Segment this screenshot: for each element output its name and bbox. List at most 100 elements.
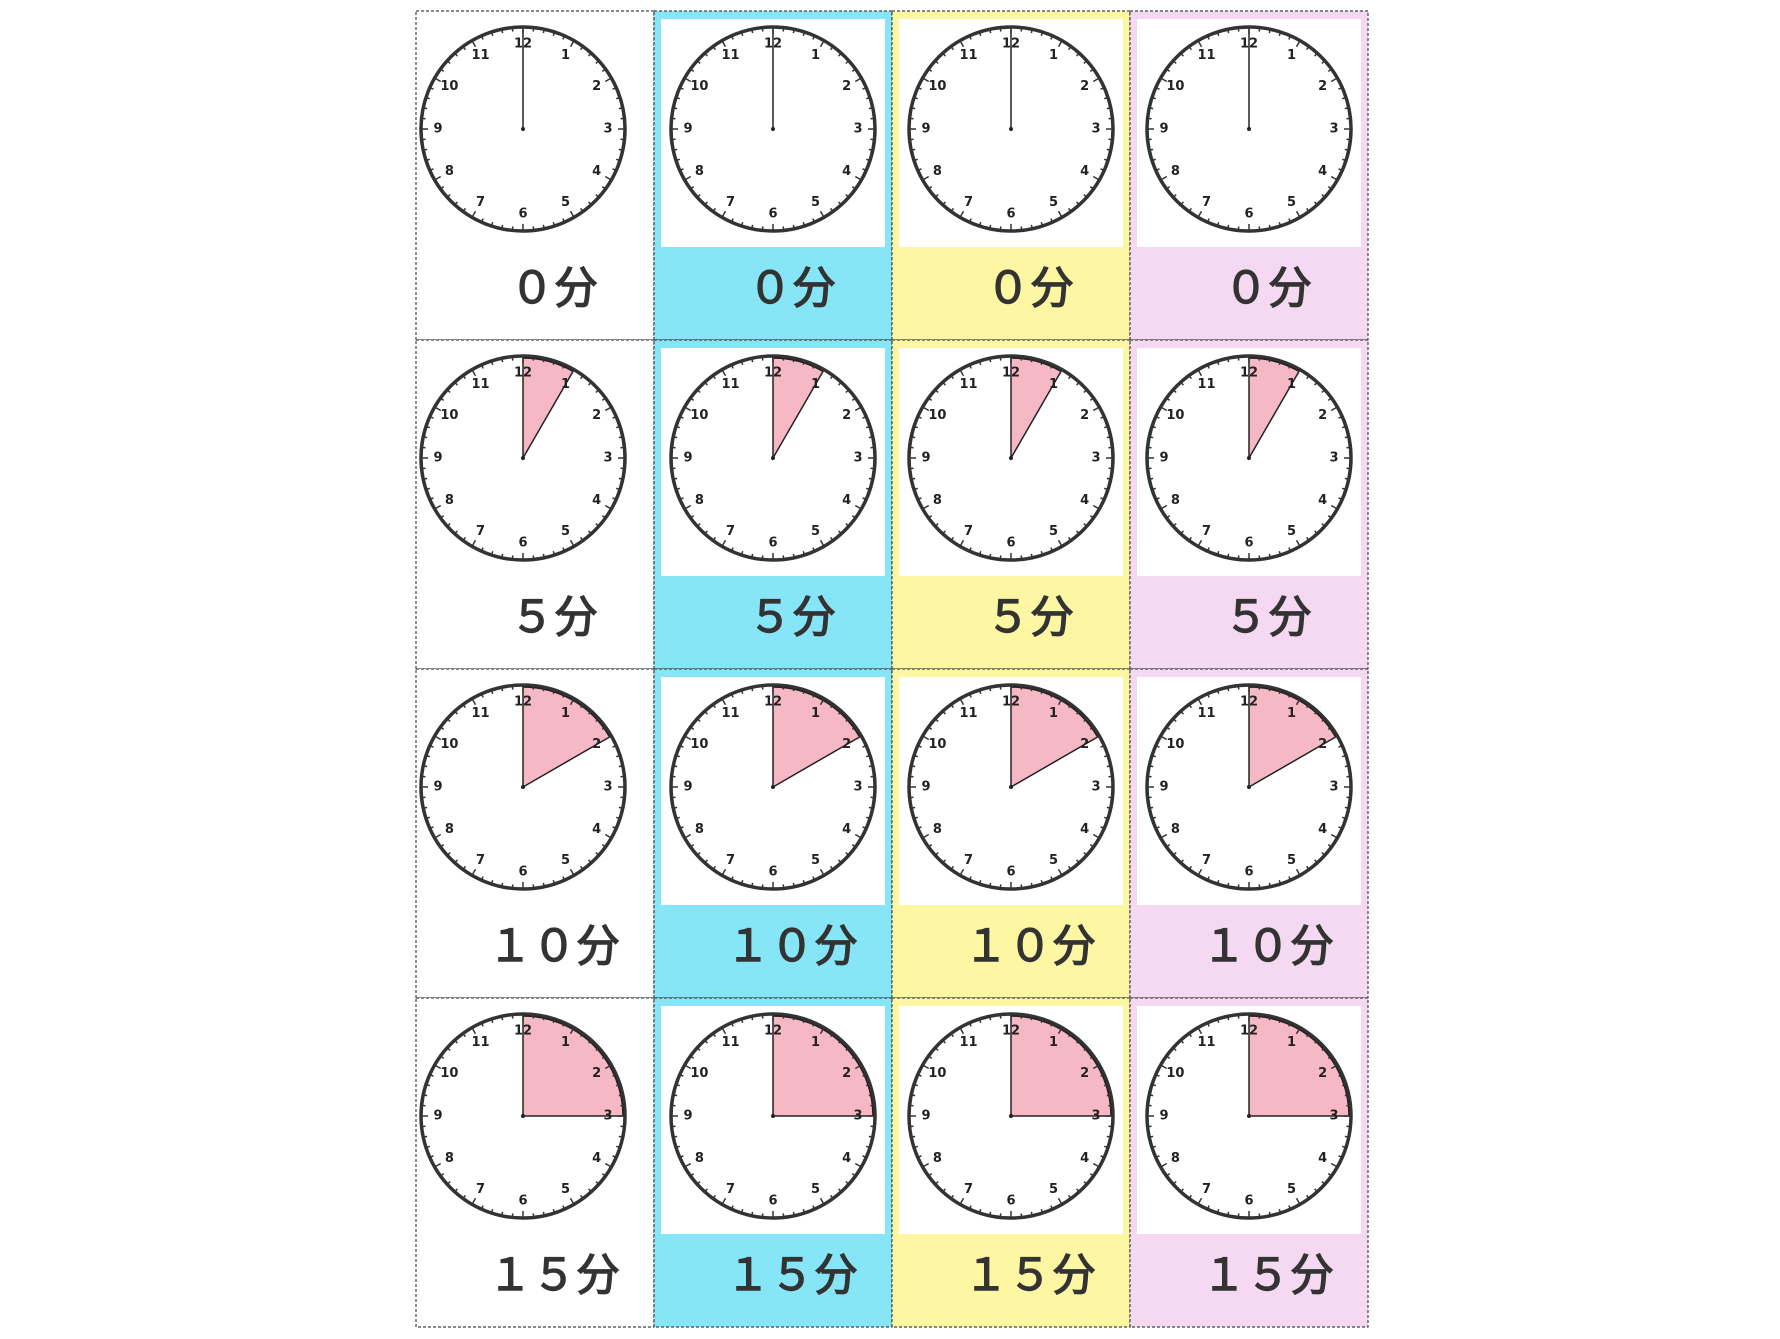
minute-tick [1228, 554, 1229, 558]
clock-number: 12 [514, 695, 532, 710]
clock-number: 8 [445, 164, 454, 179]
clock-number: 2 [592, 408, 601, 423]
clock-center [771, 1114, 775, 1118]
clock-center [521, 456, 525, 460]
clock-number: 12 [1240, 366, 1258, 381]
clock-number: 3 [603, 451, 612, 466]
minute-tick [869, 807, 873, 808]
clock-number: 10 [690, 737, 708, 752]
clock-number: 5 [1049, 195, 1058, 210]
clock-number: 2 [592, 1066, 601, 1081]
clock-number: 1 [811, 706, 820, 721]
minute-tick [502, 883, 503, 887]
minute-tick [1228, 1212, 1229, 1216]
clock-number: 2 [842, 79, 851, 94]
minutes-label: ５分 [986, 592, 1074, 643]
minute-tick [1031, 358, 1032, 362]
minute-tick [752, 1016, 753, 1020]
clock-number: 2 [1318, 1066, 1327, 1081]
clock-number: 10 [928, 79, 946, 94]
minute-tick [1345, 766, 1349, 767]
clock-number: 7 [1202, 195, 1211, 210]
clock-number: 7 [726, 195, 735, 210]
minute-tick [502, 1212, 503, 1216]
clock-number: 10 [1166, 408, 1184, 423]
minute-tick [793, 883, 794, 887]
clock-number: 7 [476, 195, 485, 210]
clock-number: 6 [518, 865, 527, 880]
clock-number: 11 [721, 1035, 739, 1050]
clock-number: 1 [1287, 1035, 1296, 1050]
minute-tick [1107, 766, 1111, 767]
clock-number: 12 [1240, 695, 1258, 710]
clock-number: 12 [764, 366, 782, 381]
clock-number: 4 [842, 493, 851, 508]
clock-number: 6 [768, 865, 777, 880]
minute-tick [990, 29, 991, 33]
clock-number: 3 [853, 122, 862, 137]
minute-tick [1149, 108, 1153, 109]
clock-number: 9 [433, 451, 442, 466]
minutes-label: １０分 [488, 921, 620, 972]
minute-tick [1031, 29, 1032, 33]
clock-center [771, 785, 775, 789]
clock-number: 10 [928, 737, 946, 752]
minute-tick [423, 108, 427, 109]
clock-number: 5 [1287, 1182, 1296, 1197]
clock-number: 5 [561, 524, 570, 539]
clock-number: 7 [964, 853, 973, 868]
clock-number: 8 [695, 164, 704, 179]
minute-tick [911, 807, 915, 808]
clock-number: 4 [842, 164, 851, 179]
clock-number: 3 [1091, 451, 1100, 466]
clock-number: 6 [518, 207, 527, 222]
clock-number: 6 [518, 1194, 527, 1209]
clock-number: 2 [1318, 408, 1327, 423]
clock-number: 4 [1080, 1151, 1089, 1166]
minute-tick [543, 358, 544, 362]
minute-tick [990, 225, 991, 229]
clock-number: 4 [1080, 822, 1089, 837]
clock-number: 8 [933, 164, 942, 179]
minute-tick [423, 1095, 427, 1096]
minute-tick [1345, 1136, 1349, 1137]
minute-tick [1269, 29, 1270, 33]
clock-number: 1 [1049, 1035, 1058, 1050]
clock-number: 7 [726, 1182, 735, 1197]
clock-number: 4 [1080, 493, 1089, 508]
clock-number: 6 [518, 536, 527, 551]
minute-tick [423, 807, 427, 808]
minute-tick [869, 437, 873, 438]
clock-number: 10 [440, 1066, 458, 1081]
clock-number: 10 [1166, 737, 1184, 752]
clock-number: 6 [768, 207, 777, 222]
minutes-label: １０分 [1202, 921, 1334, 972]
minute-tick [423, 149, 427, 150]
minute-tick [543, 554, 544, 558]
minute-tick [793, 225, 794, 229]
clock-number: 11 [721, 706, 739, 721]
minute-tick [793, 29, 794, 33]
minute-tick [752, 687, 753, 691]
clock-number: 4 [1318, 164, 1327, 179]
clock-number: 3 [1329, 780, 1338, 795]
clock-number: 7 [1202, 524, 1211, 539]
minute-tick [911, 1095, 915, 1096]
minute-tick [1345, 149, 1349, 150]
clock-number: 4 [592, 1151, 601, 1166]
clock-number: 2 [1318, 737, 1327, 752]
minute-tick [1269, 883, 1270, 887]
clock-number: 12 [1240, 1024, 1258, 1039]
clock-number: 12 [514, 37, 532, 52]
clock-number: 8 [933, 493, 942, 508]
minute-tick [869, 1095, 873, 1096]
clock-number: 5 [1287, 524, 1296, 539]
minute-tick [502, 554, 503, 558]
clock-number: 12 [1002, 695, 1020, 710]
minute-tick [752, 554, 753, 558]
clock-number: 3 [1329, 122, 1338, 137]
